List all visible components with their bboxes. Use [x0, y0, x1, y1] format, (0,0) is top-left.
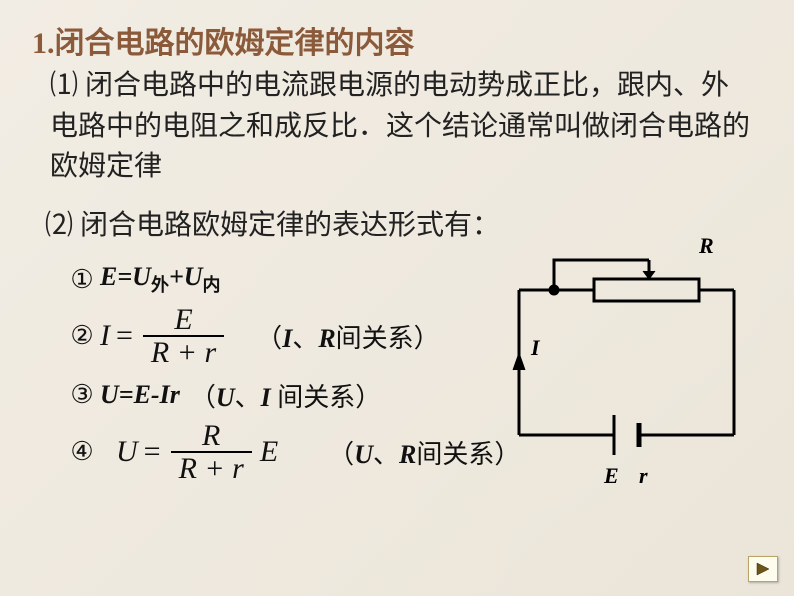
marker-3: ③ [68, 380, 96, 410]
next-slide-button[interactable] [748, 556, 778, 582]
marker-1: ① [68, 265, 96, 295]
f4-eq: = [144, 435, 161, 469]
label-r: r [639, 463, 648, 488]
f3-ro: （ [190, 383, 216, 412]
f2-den: R + r [143, 337, 224, 369]
f4-ro: （ [328, 440, 354, 469]
f2-ra: I [282, 324, 292, 353]
play-icon [755, 562, 771, 576]
f2-lhs: I [100, 319, 110, 353]
f2-rel: （I、R间关系） [256, 318, 440, 355]
f1-p2: +U [169, 262, 203, 291]
f3-rb: I [261, 383, 271, 412]
f2-num: E [166, 304, 200, 336]
f1-s1: 外 [151, 276, 169, 296]
paragraph-1: ⑴ 闭合电路中的电流跟电源的电动势成正比，跟内、外电路中的电阻之和成反比．这个结… [0, 62, 794, 188]
f3-rc: 间关系） [271, 383, 382, 412]
label-E: E [603, 463, 619, 488]
f4-rel: （U、R间关系） [328, 434, 520, 471]
f4-ra: U [354, 440, 373, 469]
f4-tail: E [260, 435, 278, 469]
f3-ra: U [216, 383, 235, 412]
section-title: 1.闭合电路的欧姆定律的内容 [0, 0, 794, 62]
circuit-diagram: R I E r [499, 235, 754, 500]
f3-rm: 、 [235, 383, 261, 412]
f2-frac: E R + r [143, 304, 224, 369]
f4-num: R [194, 420, 228, 452]
f3-rel: （U、I 间关系） [190, 377, 381, 414]
f1-s2: 内 [203, 276, 221, 296]
marker-2: ② [68, 321, 96, 351]
f2-rm: 、 [292, 324, 318, 353]
f4-frac: R R + r [171, 420, 252, 485]
f2-eq: = [116, 319, 133, 353]
f2-rc: 间关系） [336, 324, 440, 353]
f1-p1: E=U [100, 262, 151, 291]
f4-lhs: U [116, 435, 138, 469]
f1-body: E=U外+U内 [100, 262, 221, 297]
f2-ro: （ [256, 324, 282, 353]
f4-rb: R [399, 440, 416, 469]
f4-den: R + r [171, 453, 252, 485]
f3-body: U=E-Ir [100, 380, 180, 410]
f4-rm: 、 [373, 440, 399, 469]
f2-rb: R [318, 324, 335, 353]
marker-4: ④ [68, 437, 96, 467]
para2-text: ⑵ 闭合电路欧姆定律的表达形式有： [45, 210, 500, 241]
label-R: R [698, 235, 714, 258]
label-I: I [530, 335, 541, 360]
